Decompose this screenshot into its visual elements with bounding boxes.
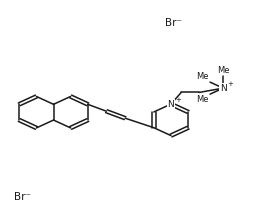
Text: Me: Me — [196, 72, 209, 81]
Text: +: + — [227, 81, 233, 87]
Text: Br⁻: Br⁻ — [14, 192, 31, 202]
Text: Me: Me — [217, 66, 229, 75]
Text: N: N — [168, 100, 174, 109]
Text: N: N — [220, 84, 227, 93]
Text: Br⁻: Br⁻ — [165, 18, 182, 28]
Text: Me: Me — [196, 95, 209, 104]
Text: +: + — [175, 97, 181, 103]
